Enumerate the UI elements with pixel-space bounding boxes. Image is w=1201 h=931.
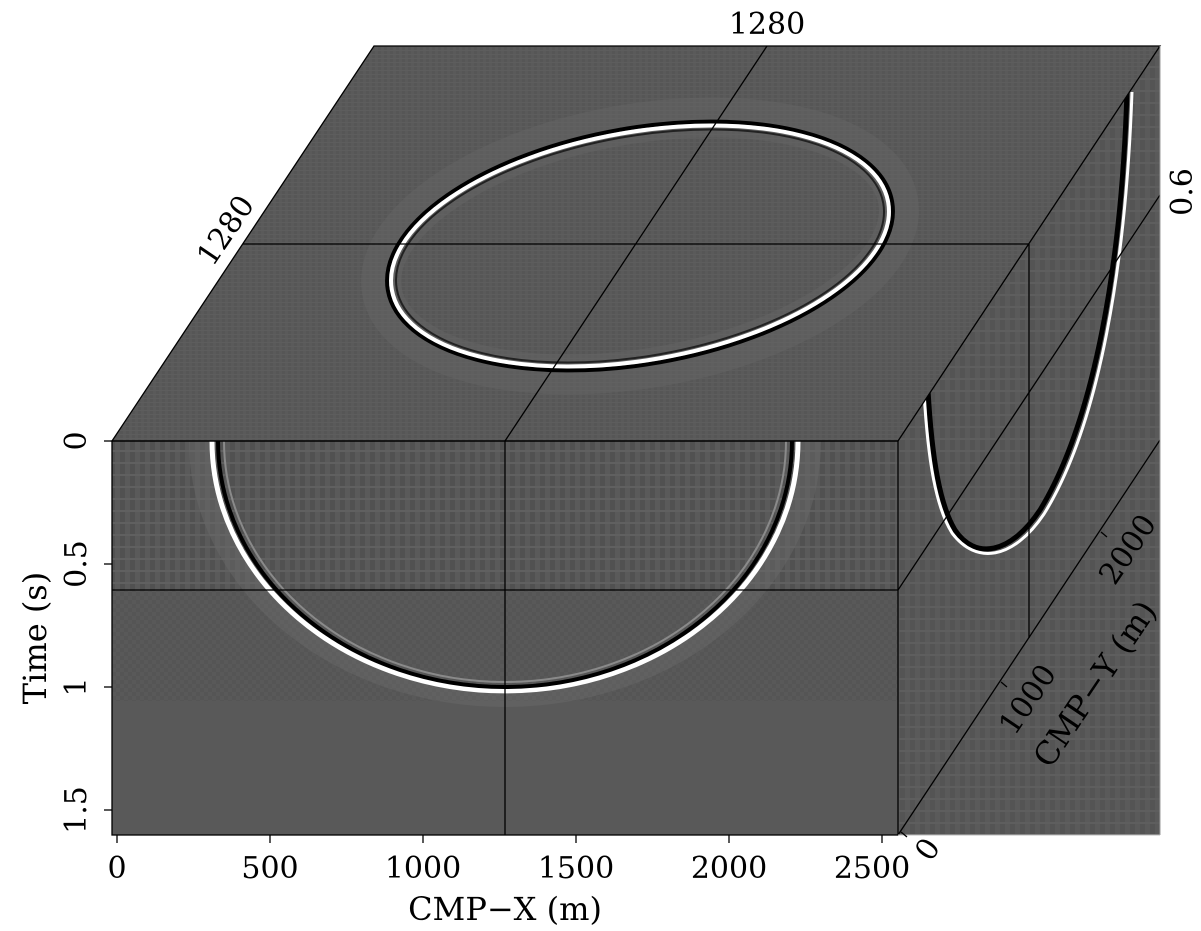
cmpy-tick-1 [1000, 681, 1008, 688]
cmpx-tick-label: 2000 [691, 851, 767, 886]
top-ellipse-event [389, 123, 891, 369]
time-tick-label: 0 [59, 431, 94, 450]
side-curve-dark [925, 89, 1130, 552]
time-axis [104, 440, 112, 811]
time-axis-label: Time (s) [16, 572, 54, 704]
cube-frame [110, 45, 1162, 836]
time-tick-label: 0.5 [59, 540, 94, 588]
side-face [898, 46, 1160, 835]
cmpx-tick-label: 0 [107, 851, 126, 886]
top-slice-line-x [504, 46, 768, 441]
side-curve-event [922, 91, 1134, 555]
cmpy-tick-0 [900, 831, 908, 838]
cmpx-tick-label: 500 [241, 851, 298, 886]
cmpx-tick-label: 1000 [385, 851, 461, 886]
front-face [112, 441, 898, 835]
cmpy-axis [900, 531, 1108, 838]
slice-label-cmpx: 1280 [729, 7, 805, 42]
slice-label-time: 0.6 [1165, 168, 1200, 216]
time-tick-label: 1.5 [59, 786, 94, 834]
cmpx-axis [116, 835, 883, 843]
cmpx-axis-label: CMP−X (m) [408, 890, 602, 928]
cmpy-tick-label: 0 [908, 832, 948, 867]
cmpy-tick-2 [1100, 531, 1108, 538]
top-ellipse-dark [385, 119, 895, 373]
cmpx-tick-label: 1500 [538, 851, 614, 886]
time-tick-label: 1 [59, 677, 94, 696]
top-face [112, 46, 1160, 441]
cmpx-tick-label: 2500 [834, 851, 910, 886]
time-tick-labels: 0 0.5 1 1.5 [59, 431, 94, 833]
cmpx-tick-labels: 0 500 1000 1500 2000 2500 [107, 851, 910, 886]
